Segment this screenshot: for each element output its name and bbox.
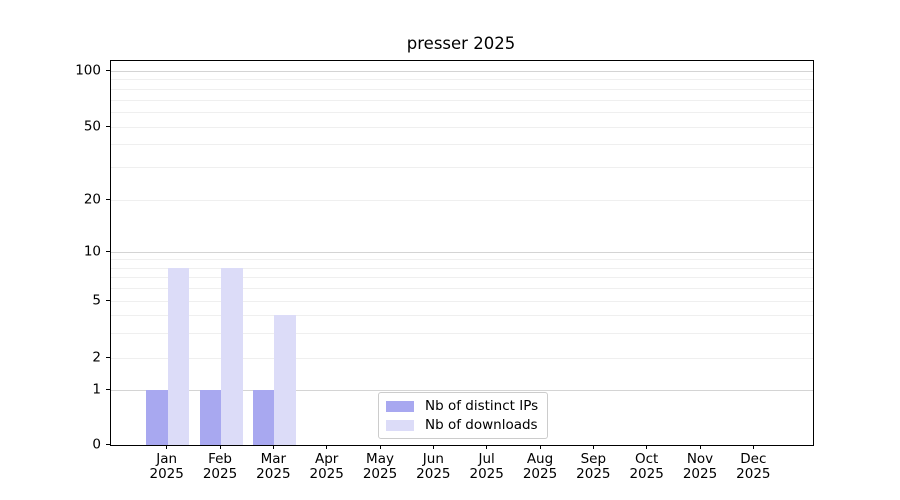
x-axis-tick-label: Mar 2025 (241, 452, 305, 482)
chart-title: presser 2025 (406, 34, 516, 53)
x-tick-month: Feb (208, 451, 232, 467)
gridline-minor (111, 358, 813, 359)
gridline-minor (111, 88, 813, 90)
y-tick-mark (106, 357, 110, 358)
x-tick-mark (326, 445, 328, 449)
gridline-minor (111, 301, 813, 302)
x-tick-mark (646, 445, 648, 449)
x-tick-mark (592, 445, 594, 449)
bar-distinct-ips (252, 390, 275, 445)
y-tick-mark (106, 199, 110, 200)
x-tick-month: Sep (580, 451, 607, 467)
y-axis-tick-label: 50 (83, 117, 101, 134)
x-tick-month: Jan (156, 451, 178, 467)
bar-distinct-ips (199, 390, 222, 445)
gridline-minor (111, 288, 813, 290)
y-axis-tick-label: 1 (92, 381, 101, 398)
x-tick-year: 2025 (522, 466, 558, 482)
x-tick-mark (219, 445, 221, 449)
x-tick-month: Jun (422, 451, 444, 467)
x-tick-mark (432, 445, 434, 449)
x-tick-year: 2025 (362, 466, 398, 482)
x-tick-mark (539, 445, 541, 449)
x-axis-tick-label: Feb 2025 (188, 452, 252, 482)
y-axis-tick-label: 2 (92, 349, 101, 366)
gridline-minor (111, 259, 813, 261)
gridline-major (111, 252, 813, 253)
bar-downloads (274, 314, 296, 445)
x-tick-month: Apr (315, 451, 339, 467)
x-tick-year: 2025 (149, 466, 184, 482)
legend-swatch (386, 419, 414, 431)
x-tick-year: 2025 (682, 466, 718, 482)
y-axis-tick-label: 10 (83, 243, 101, 260)
gridline-minor (111, 79, 813, 81)
x-tick-mark (379, 445, 381, 449)
y-tick-mark (106, 251, 110, 252)
legend-label: Nb of distinct IPs (425, 398, 539, 414)
x-axis-tick-label: May 2025 (348, 452, 412, 482)
x-tick-month: Jul (478, 451, 495, 467)
y-tick-mark (106, 125, 110, 127)
x-tick-year: 2025 (309, 466, 344, 482)
x-tick-month: Mar (260, 451, 287, 467)
x-axis-tick-label: Aug 2025 (508, 452, 572, 482)
gridline-minor (111, 277, 813, 279)
x-axis-tick-label: Jan 2025 (135, 452, 199, 482)
bar-downloads (167, 267, 190, 445)
x-tick-year: 2025 (202, 466, 238, 482)
gridline-minor (111, 267, 813, 269)
legend: Nb of distinct IPs Nb of downloads (378, 392, 549, 439)
y-axis-tick-label: 100 (75, 62, 101, 79)
x-tick-month: Oct (634, 451, 659, 467)
x-tick-month: May (366, 451, 394, 467)
x-tick-mark (699, 445, 701, 449)
x-tick-year: 2025 (576, 466, 611, 482)
x-tick-month: Dec (740, 451, 767, 467)
x-tick-year: 2025 (256, 466, 291, 482)
y-axis-tick-label: 0 (92, 436, 101, 453)
x-tick-mark (272, 445, 274, 449)
x-axis-tick-label: Apr 2025 (295, 452, 359, 482)
gridline-minor (111, 144, 813, 146)
gridline-major (111, 390, 813, 391)
gridline-minor (111, 332, 813, 334)
y-tick-mark (106, 300, 110, 301)
plot-area (110, 60, 814, 446)
x-tick-year: 2025 (469, 466, 504, 482)
x-axis-tick-label: Jul 2025 (455, 452, 519, 482)
legend-entry: Nb of distinct IPs (386, 398, 538, 414)
x-tick-year: 2025 (416, 466, 451, 482)
x-axis-tick-label: Oct 2025 (615, 452, 679, 482)
gridline-minor (111, 99, 813, 101)
y-tick-mark (106, 389, 110, 390)
x-tick-year: 2025 (736, 466, 771, 482)
x-tick-mark (166, 445, 168, 449)
legend-swatch (386, 400, 414, 412)
x-tick-mark (752, 445, 754, 449)
x-axis-tick-label: Nov 2025 (668, 452, 732, 482)
y-tick-mark (106, 444, 110, 445)
x-tick-month: Aug (526, 451, 554, 467)
y-axis-tick-label: 5 (92, 292, 101, 309)
x-tick-month: Nov (686, 451, 714, 467)
y-axis-tick-label: 20 (83, 191, 101, 208)
x-tick-mark (486, 445, 488, 449)
legend-entry: Nb of downloads (386, 417, 538, 433)
bar-distinct-ips (146, 390, 168, 445)
x-axis-tick-label: Jun 2025 (401, 452, 465, 482)
gridline-minor (111, 111, 813, 113)
x-axis-tick-label: Dec 2025 (721, 452, 785, 482)
x-tick-year: 2025 (629, 466, 664, 482)
legend-label: Nb of downloads (425, 417, 538, 433)
gridline-minor (111, 314, 813, 316)
gridline-minor (111, 167, 813, 169)
bar-downloads (221, 267, 243, 445)
gridline-major (111, 71, 813, 72)
y-tick-mark (106, 70, 110, 71)
x-axis-tick-label: Sep 2025 (561, 452, 625, 482)
gridline-minor (111, 126, 813, 128)
gridline-minor (111, 200, 813, 201)
